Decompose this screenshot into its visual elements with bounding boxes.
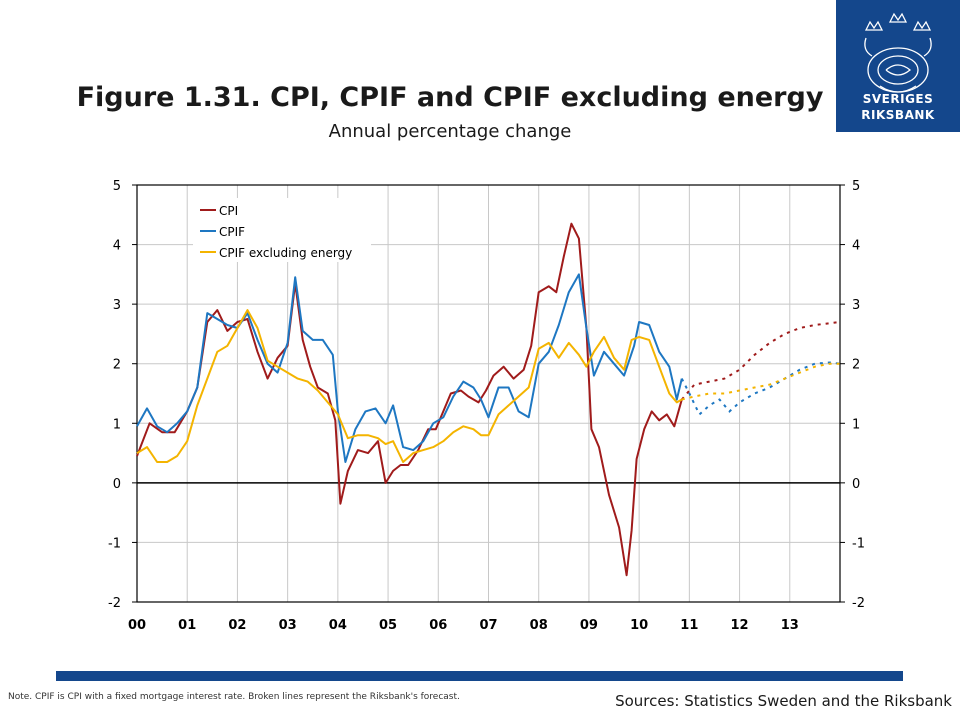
chart-title: Figure 1.31. CPI, CPIF and CPIF excludin…: [76, 82, 824, 113]
x-tick-label: 03: [279, 618, 297, 633]
x-tick-label: 12: [731, 618, 749, 633]
x-tick-label: 13: [781, 618, 799, 633]
riksbank-logo: SVERIGES RIKSBANK: [836, 0, 960, 132]
legend-label: CPI: [219, 204, 238, 218]
x-tick-label: 08: [530, 618, 548, 633]
forecast-line-cpi: [681, 321, 841, 401]
plot-frame: [136, 184, 841, 603]
y-tick-label-left: 5: [113, 179, 121, 194]
x-tick-label: 10: [630, 618, 648, 633]
y-tick-label-right: 4: [852, 239, 860, 254]
y-tick-label-right: -1: [852, 536, 865, 551]
footnote: Note. CPIF is CPI with a fixed mortgage …: [8, 692, 460, 702]
logo-line-1: SVERIGES: [862, 92, 934, 106]
crown-emblem-icon: [864, 12, 932, 93]
x-tick-label: 05: [379, 618, 397, 633]
footer-bar: [56, 671, 903, 681]
y-tick-label-left: -1: [108, 536, 121, 551]
x-tick-label: 06: [429, 618, 447, 633]
series-lines: [136, 222, 841, 577]
y-tick-label-left: 0: [113, 477, 121, 492]
forecast-line-cpif-excluding-energy: [681, 362, 840, 401]
series-line-cpif-excluding-energy: [136, 309, 683, 463]
y-tick-label-right: 1: [852, 417, 860, 432]
y-tick-label-right: 0: [852, 477, 860, 492]
axes: -2 -2-1 -10 01 12 23 34 45 500 01 02 03 04 05 06 07 08 09…: [108, 179, 865, 633]
chart-subtitle: Annual percentage change: [328, 121, 572, 142]
y-tick-label-right: 5: [852, 179, 860, 194]
y-tick-label-right: -2: [852, 596, 865, 611]
x-tick-label: 11: [680, 618, 698, 633]
x-tick-label: 00: [128, 618, 146, 633]
logo-line-2: RIKSBANK: [861, 108, 935, 122]
y-tick-label-left: -2: [108, 596, 121, 611]
y-tick-label-left: 2: [113, 358, 121, 373]
y-tick-label-left: 1: [113, 417, 121, 432]
x-tick-label: 01: [178, 618, 196, 633]
source-text: Sources: Statistics Sweden and the Riksb…: [615, 692, 952, 710]
legend: CPI CPIF CPIF excluding energy: [193, 198, 371, 262]
x-tick-label: 09: [580, 618, 598, 633]
legend-label: CPIF: [219, 225, 245, 239]
x-tick-label: 04: [329, 618, 347, 633]
x-tick-label: 07: [479, 618, 497, 633]
y-tick-label-right: 2: [852, 358, 860, 373]
y-tick-label-left: 3: [113, 298, 121, 313]
legend-background: [193, 198, 371, 262]
y-tick-label-left: 4: [113, 239, 121, 254]
legend-label: CPIF excluding energy: [219, 246, 352, 260]
x-tick-label: 02: [228, 618, 246, 633]
series-line-cpi: [136, 222, 683, 577]
forecast-line-cpif: [680, 361, 841, 417]
series-line-cpif: [136, 273, 683, 463]
y-tick-label-right: 3: [852, 298, 860, 313]
